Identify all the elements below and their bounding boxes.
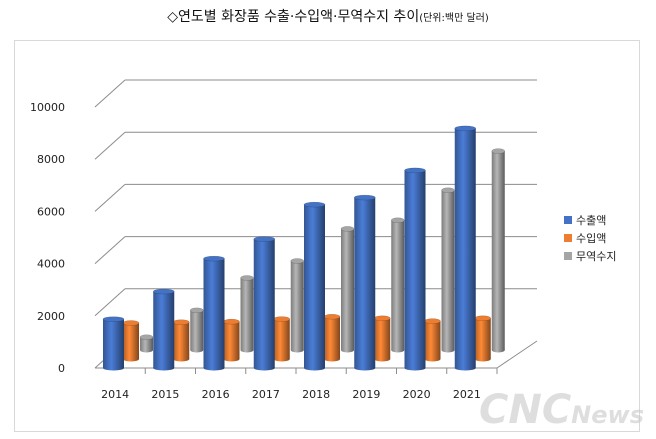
bar-top <box>203 255 225 262</box>
watermark-logo: CNCNews <box>479 387 644 433</box>
x-tick-label: 2021 <box>453 388 481 401</box>
bar-top <box>454 125 476 132</box>
bar-top <box>173 319 190 325</box>
x-tick-label: 2015 <box>151 388 179 401</box>
bar-수입액-2020 <box>424 321 441 359</box>
bar-수출액-2018 <box>304 204 325 368</box>
bar-top <box>391 217 405 224</box>
bar-수출액-2017 <box>253 239 275 368</box>
bar-top <box>340 226 355 232</box>
bar-수입액-2016 <box>223 321 240 359</box>
bar-무역수지-2017 <box>290 260 304 350</box>
y-tick-label: 0 <box>58 362 65 375</box>
legend-label: 수출액 <box>576 214 607 227</box>
bar-top <box>441 187 455 194</box>
bar-무역수지-2015 <box>190 310 204 350</box>
chart-title: ◇연도별 화장품 수출·수입액·무역수지 추이(단위:백만 달러) <box>0 6 656 26</box>
bar-top <box>404 167 426 174</box>
bar-무역수지-2014 <box>140 337 153 350</box>
title-text: ◇연도별 화장품 수출·수입액·무역수지 추이 <box>167 9 420 25</box>
bar-top <box>223 318 240 325</box>
x-tick-label: 2018 <box>302 388 330 401</box>
bar-top <box>253 236 275 242</box>
bar-수입액-2017 <box>273 319 290 359</box>
bar-무역수지-2020 <box>441 190 455 350</box>
bar-top <box>374 315 391 322</box>
y-tick-label: 8000 <box>37 153 65 166</box>
bar-무역수지-2019 <box>391 220 405 350</box>
bar-top <box>153 288 175 295</box>
bar-top <box>474 315 491 322</box>
gridline-depth <box>94 288 126 317</box>
x-tick-label: 2014 <box>101 388 129 401</box>
y-tick-label: 2000 <box>37 310 65 323</box>
x-tick-label: 2019 <box>352 388 380 401</box>
gridline-depth <box>94 79 126 108</box>
bar-수출액-2021 <box>454 128 476 368</box>
bar-수출액-2015 <box>153 291 175 368</box>
bar-수입액-2018 <box>324 316 340 359</box>
bar-수출액-2020 <box>404 170 426 368</box>
y-tick-label: 6000 <box>37 205 65 218</box>
bar-top <box>122 320 140 326</box>
bar-top <box>139 334 154 340</box>
bar-무역수지-2016 <box>240 277 254 350</box>
y-tick-label: 10000 <box>30 101 65 114</box>
bar-무역수지-2018 <box>341 228 354 350</box>
legend-label: 수입액 <box>576 232 607 245</box>
bar-top <box>290 258 304 264</box>
bar-수입액-2014 <box>123 322 139 359</box>
bar-수입액-2021 <box>474 318 491 359</box>
y-tick-label: 4000 <box>37 258 65 271</box>
bar-수출액-2019 <box>354 197 376 368</box>
legend-swatch <box>564 252 572 260</box>
watermark-main: CNC <box>478 387 572 433</box>
bar-top <box>303 201 326 208</box>
chart-frame <box>14 40 640 432</box>
bar-top <box>323 313 341 320</box>
watermark-sub: News <box>571 401 644 429</box>
bar-무역수지-2021 <box>491 151 505 350</box>
x-tick-label: 2020 <box>403 388 431 401</box>
bar-top <box>354 194 376 201</box>
legend-label: 무역수지 <box>576 250 617 263</box>
x-axis-floor-side <box>496 340 538 369</box>
bar-top <box>102 316 125 322</box>
legend-item-balance: 무역수지 <box>564 248 616 264</box>
x-tick-label: 2016 <box>202 388 230 401</box>
legend-item-import: 수입액 <box>564 230 606 246</box>
gridline-depth <box>94 184 126 212</box>
legend-swatch <box>564 216 572 224</box>
x-tick-label: 2017 <box>252 388 280 401</box>
legend-item-export: 수출액 <box>564 212 606 228</box>
unit-label: (단위:백만 달러) <box>419 13 489 24</box>
gridline-depth <box>94 236 126 264</box>
bar-수입액-2015 <box>173 322 190 359</box>
bar-top <box>240 275 254 281</box>
bar-top <box>491 148 505 154</box>
bar-수출액-2016 <box>203 258 225 368</box>
bar-top <box>190 307 204 314</box>
gridline-depth <box>94 131 126 160</box>
bar-수입액-2019 <box>374 318 391 359</box>
legend-swatch <box>564 234 572 242</box>
bar-수출액-2014 <box>103 319 124 368</box>
bar-top <box>424 318 441 324</box>
bar-top <box>273 316 290 322</box>
